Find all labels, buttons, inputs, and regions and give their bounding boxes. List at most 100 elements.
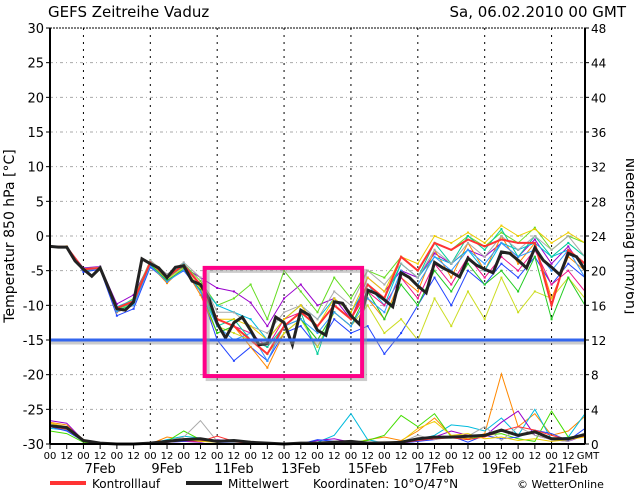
legend-mean-label: Mittelwert	[228, 477, 289, 490]
temp-member-point	[550, 262, 553, 265]
temp-member-point	[383, 318, 386, 321]
temp-member-point	[550, 318, 553, 321]
y-tick-label: -30	[23, 438, 44, 453]
x-tick-label: 00	[545, 451, 558, 462]
temp-member-point	[450, 276, 453, 279]
temp-member-point	[266, 345, 269, 348]
temp-member-point	[450, 241, 453, 244]
temp-member-point	[149, 259, 152, 262]
y-tick-label: 10	[27, 161, 44, 176]
temp-member-point	[266, 359, 269, 362]
temp-member-point	[333, 311, 336, 314]
legend-coordinates: Koordinaten: 10°O/47°N	[313, 477, 458, 490]
temp-member-point	[517, 290, 520, 293]
x-tick-label: 12	[328, 451, 341, 462]
legend: Kontrolllauf Mittelwert Koordinaten: 10°…	[50, 477, 604, 490]
x-tick-label: 00	[111, 451, 124, 462]
highlight-box-shadow	[205, 268, 368, 382]
temp-member-point	[316, 332, 319, 335]
y2-tick-label: 4	[591, 403, 599, 417]
x-tick-label: 12	[495, 451, 508, 462]
x-tick-label: 12	[94, 451, 107, 462]
chart-title: GEFS Zeitreihe Vaduz	[48, 3, 210, 21]
temp-member-point	[500, 241, 503, 244]
temp-member-point	[249, 301, 252, 304]
temp-member-point	[450, 283, 453, 286]
y-tick-label: -15	[23, 334, 44, 349]
temp-member-point	[115, 302, 118, 305]
y2-tick-label: 28	[591, 195, 606, 209]
temp-member-point	[383, 332, 386, 335]
x-tick-label: 12	[228, 451, 241, 462]
temp-member-point	[517, 262, 520, 265]
x-tick-label: 12	[428, 451, 441, 462]
temp-member-point	[517, 255, 520, 258]
temp-member-point	[550, 269, 553, 272]
temp-member-point	[550, 255, 553, 258]
x-tick-label: 00	[77, 451, 90, 462]
temp-member-point	[232, 311, 235, 314]
precip-member-line	[49, 410, 586, 445]
temp-member-point	[366, 325, 369, 328]
y2-tick-label: 8	[591, 369, 599, 383]
y-tick-label: -5	[31, 265, 44, 280]
x-tick-label: 00	[311, 451, 324, 462]
y-tick-label: -25	[23, 403, 44, 418]
temp-member-point	[383, 304, 386, 307]
temp-member-point	[500, 255, 503, 258]
temp-member-point	[82, 271, 85, 274]
temp-member-point	[166, 273, 169, 276]
x-tick-label: 12	[127, 451, 140, 462]
x-tick-label: 12	[361, 451, 374, 462]
temp-member-point	[416, 276, 419, 279]
x-tick-label: 12	[562, 451, 575, 462]
temp-member-point	[216, 304, 219, 307]
temp-member-point	[400, 318, 403, 321]
temp-member-point	[450, 325, 453, 328]
x-tick-label: 00	[445, 451, 458, 462]
temp-member-point	[550, 241, 553, 244]
temp-member-point	[483, 241, 486, 244]
temp-member-point	[416, 297, 419, 300]
temp-member-point	[550, 297, 553, 300]
temp-member-point	[216, 332, 219, 335]
x-tick-label: 00	[378, 451, 391, 462]
temp-member-point	[466, 241, 469, 244]
temp-member-point	[567, 231, 570, 234]
temp-member-point	[199, 287, 202, 289]
x-tick-label: 00	[478, 451, 491, 462]
date-label: 21Feb	[549, 462, 589, 477]
temp-member-point	[533, 238, 536, 241]
temp-member-point	[249, 325, 252, 328]
temp-member-point	[383, 283, 386, 286]
temp-member-point	[316, 304, 319, 307]
temp-member-line	[49, 224, 586, 341]
temp-member-point	[567, 269, 570, 272]
date-label: 19Feb	[482, 462, 522, 477]
temp-member-point	[433, 252, 436, 255]
temp-member-point	[450, 290, 453, 293]
temp-member-point	[483, 262, 486, 265]
y2-tick-label: 20	[591, 265, 606, 279]
temp-member-point	[249, 283, 252, 286]
temp-member-point	[199, 293, 202, 296]
y-tick-label: -20	[23, 369, 44, 384]
temp-member-point	[182, 261, 185, 264]
temp-member-point	[333, 297, 336, 300]
temp-member-point	[533, 290, 536, 293]
temp-member-point	[416, 262, 419, 265]
x-tick-label: 00	[177, 451, 190, 462]
temp-member-point	[316, 352, 319, 355]
x-tick-label: 00	[244, 451, 257, 462]
x-tick-label: 00	[411, 451, 424, 462]
temp-member-point	[433, 235, 436, 237]
y2-tick-label: 0	[591, 438, 599, 452]
temp-member-point	[115, 310, 118, 313]
temp-member-point	[366, 297, 369, 300]
temp-member-point	[266, 332, 269, 335]
x-tick-label: 00	[211, 451, 224, 462]
temp-member-point	[232, 290, 235, 293]
x-tick-unit: GMT	[577, 451, 600, 462]
temp-member-point	[550, 283, 553, 286]
temp-member-point	[299, 318, 302, 321]
